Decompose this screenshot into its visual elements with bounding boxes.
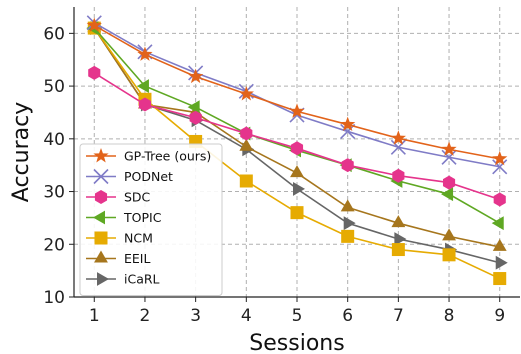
x-tick-label: 8 — [444, 306, 455, 326]
legend-box — [79, 143, 223, 296]
data-point — [394, 232, 407, 246]
data-point — [495, 255, 508, 270]
x-tick-label: 4 — [241, 306, 252, 326]
data-point — [137, 46, 153, 61]
y-axis-label: Accuracy — [9, 102, 34, 202]
series-sdc — [88, 65, 506, 207]
data-point — [290, 206, 304, 220]
data-point — [88, 65, 101, 80]
data-point — [441, 187, 454, 202]
legend-entry: SDC — [86, 190, 151, 205]
data-point — [340, 116, 356, 132]
y-tick-label: 60 — [43, 24, 65, 44]
legend-entry: iCaRL — [86, 272, 160, 287]
data-point — [493, 272, 507, 286]
data-point — [442, 228, 456, 241]
data-point — [86, 17, 102, 32]
legend-marker — [97, 272, 109, 286]
data-point — [391, 215, 406, 228]
series-gp-tree-ours — [86, 17, 508, 166]
series-group — [86, 15, 508, 286]
data-point — [390, 139, 406, 155]
y-tick-label: 10 — [43, 288, 65, 308]
legend-entry: GP-Tree (ours) — [86, 148, 211, 164]
data-point — [188, 68, 204, 84]
y-tick-label: 40 — [43, 130, 65, 150]
data-point — [136, 79, 149, 94]
legend-marker — [94, 250, 108, 263]
legend-entry: TOPIC — [86, 210, 162, 225]
data-point — [492, 150, 508, 166]
data-point — [239, 174, 253, 188]
y-tick-label: 30 — [43, 183, 65, 203]
data-point — [392, 168, 405, 183]
x-tick-label: 9 — [494, 306, 505, 326]
data-point — [391, 243, 405, 257]
legend-marker — [93, 148, 109, 163]
data-point — [442, 175, 456, 190]
data-point — [492, 159, 508, 175]
data-point — [441, 141, 457, 156]
legend-entry: EEIL — [86, 250, 150, 266]
data-point — [390, 130, 406, 145]
data-point — [289, 103, 305, 118]
x-tick-label: 5 — [292, 306, 303, 326]
data-point — [189, 110, 202, 125]
data-point — [341, 158, 354, 173]
data-point — [442, 248, 456, 262]
legend-entry: PODNet — [86, 168, 173, 185]
legend-entry: NCM — [86, 231, 153, 246]
x-tick-label: 1 — [89, 306, 100, 326]
data-point — [290, 141, 304, 156]
data-point — [343, 216, 356, 231]
x-tick-label: 6 — [342, 306, 353, 326]
legend-marker — [93, 210, 105, 225]
data-point — [441, 149, 457, 165]
legend-marker — [94, 231, 108, 245]
legend-marker — [94, 190, 108, 204]
data-point — [290, 165, 304, 178]
data-point — [138, 97, 152, 112]
x-tick-label: 7 — [393, 306, 404, 326]
y-tick-label: 50 — [43, 77, 65, 97]
data-point — [187, 100, 200, 115]
legend-label: PODNet — [124, 169, 173, 184]
data-point — [340, 199, 355, 212]
tick-labels: 1 2 3 4 5 6 7 8 9 10 20 30 40 50 60 — [43, 24, 505, 326]
data-point — [492, 238, 507, 251]
data-point — [293, 181, 305, 196]
legend-label: EEIL — [124, 251, 150, 266]
y-tick-label: 20 — [43, 235, 65, 255]
data-point — [240, 126, 253, 141]
data-point — [491, 216, 504, 231]
legend-marker — [93, 168, 109, 185]
data-point — [340, 123, 356, 140]
legend: GP-Tree (ours) PODNet SDC TOPIC NCM EEIL iCaRL — [79, 143, 223, 296]
legend-label: GP-Tree (ours) — [124, 149, 211, 164]
legend-label: SDC — [124, 190, 151, 205]
data-point — [239, 138, 254, 151]
x-axis-label: Sessions — [249, 331, 344, 354]
legend-label: NCM — [124, 231, 153, 246]
legend-label: iCaRL — [124, 272, 160, 287]
data-point — [238, 86, 254, 101]
x-tick-label: 2 — [140, 306, 151, 326]
data-point — [341, 229, 355, 243]
data-point — [493, 192, 506, 207]
legend-label: TOPIC — [123, 210, 162, 225]
x-tick-label: 3 — [190, 306, 201, 326]
